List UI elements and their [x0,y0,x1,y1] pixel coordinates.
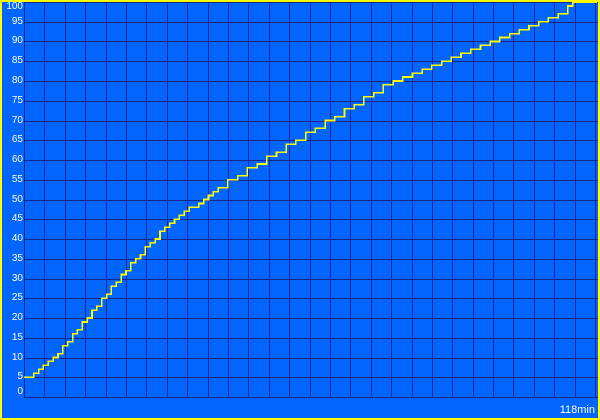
gridline-vertical [65,2,66,398]
gridline-horizontal [24,239,598,240]
gridline-horizontal [24,140,598,141]
gridline-horizontal [24,338,598,339]
gridline-horizontal [24,397,598,398]
gridline-horizontal [24,279,598,280]
gridline-horizontal [24,81,598,82]
gridline-vertical [106,2,107,398]
gridline-vertical [126,2,127,398]
y-tick-label: 20 [11,312,23,323]
gridline-vertical [228,2,229,398]
gridline-vertical [452,2,453,398]
gridline-horizontal [24,2,598,3]
gridline-vertical [575,2,576,398]
y-tick-label: 100 [6,1,23,12]
gridline-vertical [187,2,188,398]
gridline-horizontal [24,41,598,42]
gridline-horizontal [24,22,598,23]
gridline-horizontal [24,259,598,260]
series-line [24,2,597,379]
gridline-vertical [289,2,290,398]
y-tick-label: 40 [11,233,23,244]
gridline-horizontal [24,180,598,181]
y-tick-label: 60 [11,154,23,165]
charge-curve [24,2,598,398]
gridline-horizontal [24,101,598,102]
gridline-vertical [534,2,535,398]
gridline-horizontal [24,200,598,201]
gridline-vertical [310,2,311,398]
gridline-vertical [473,2,474,398]
gridline-vertical [44,2,45,398]
x-axis-label: 118min [559,404,595,416]
y-axis: 100 95 90 85 80 75 70 65 60 55 50 45 40 35 30 25 20 15 10 5… [2,2,24,398]
plot-area [24,2,598,398]
gridline-vertical [513,2,514,398]
gridline-vertical [85,2,86,398]
gridline-horizontal [24,298,598,299]
y-tick-label: 10 [11,352,23,363]
gridline-vertical [595,2,596,398]
gridline-vertical [554,2,555,398]
y-tick-label: 45 [11,213,23,224]
y-tick-label: 75 [11,95,23,106]
y-tick-label: 70 [11,115,23,126]
gridline-vertical [350,2,351,398]
gridline-horizontal [24,219,598,220]
gridline-vertical [24,2,25,398]
gridline-horizontal [24,358,598,359]
gridline-horizontal [24,160,598,161]
gridline-horizontal [24,318,598,319]
gridline-vertical [493,2,494,398]
gridline-vertical [432,2,433,398]
gridline-vertical [330,2,331,398]
gridline-vertical [248,2,249,398]
gridline-vertical [167,2,168,398]
y-tick-label: 55 [11,174,23,185]
y-tick-label: 30 [11,273,23,284]
y-tick-label: 25 [11,292,23,303]
gridline-vertical [412,2,413,398]
gridline-vertical [371,2,372,398]
gridline-horizontal [24,61,598,62]
gridline-horizontal [24,377,598,378]
y-tick-label: 50 [11,194,23,205]
gridline-vertical [269,2,270,398]
y-tick-label: 5 [17,371,23,382]
y-tick-label: 95 [11,16,23,27]
gridline-vertical [391,2,392,398]
y-tick-label: 80 [11,75,23,86]
y-tick-label: 65 [11,134,23,145]
y-tick-label: 0 [17,386,23,397]
y-tick-label: 85 [11,55,23,66]
y-tick-label: 90 [11,35,23,46]
y-tick-label: 35 [11,253,23,264]
gridline-horizontal [24,121,598,122]
y-tick-label: 15 [11,332,23,343]
gridline-vertical [146,2,147,398]
